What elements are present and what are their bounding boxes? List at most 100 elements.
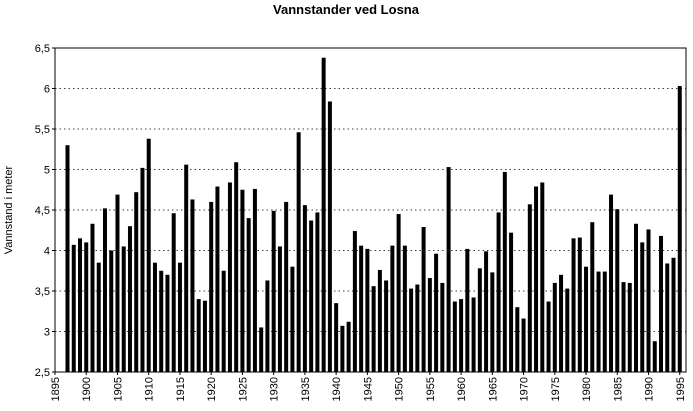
bar [309, 220, 314, 372]
bar [384, 280, 389, 372]
bar [552, 282, 557, 372]
x-tick-label: 1925 [237, 377, 249, 401]
y-tick-label: 6 [44, 84, 50, 96]
bar [152, 262, 157, 372]
y-tick-label: 2,5 [35, 367, 50, 379]
bar [634, 223, 639, 372]
bar [327, 101, 332, 373]
bar [565, 288, 570, 372]
y-tick-label: 5 [44, 165, 50, 177]
x-tick-label: 1990 [644, 377, 656, 401]
bar [571, 238, 576, 372]
bar [590, 222, 595, 372]
y-axis-label: Vannstand i meter [3, 165, 15, 254]
bar [234, 162, 239, 372]
bar [627, 282, 632, 372]
bar [346, 321, 351, 372]
x-tick-label: 1905 [112, 377, 124, 401]
x-tick-label: 1975 [550, 377, 562, 401]
bar [477, 268, 482, 372]
bar [490, 272, 495, 372]
bar [540, 182, 545, 372]
bar [671, 257, 676, 372]
bar [515, 307, 520, 372]
x-tick-label: 1985 [612, 377, 624, 401]
x-tick-label: 1915 [175, 377, 187, 401]
bar [71, 244, 76, 372]
bar [159, 270, 164, 372]
bar [102, 208, 107, 372]
bar [127, 226, 132, 372]
bar [227, 182, 232, 372]
bar [484, 251, 489, 372]
bar [534, 186, 539, 372]
bar [334, 303, 339, 372]
bar [115, 194, 120, 372]
bar [502, 171, 507, 372]
bar [402, 245, 407, 372]
bar [140, 167, 145, 372]
bar [371, 286, 376, 372]
bar [121, 246, 126, 372]
bar [202, 300, 207, 372]
bar [259, 327, 264, 372]
bar [184, 164, 189, 372]
bar [584, 266, 589, 372]
bar [377, 269, 382, 372]
bar [465, 248, 470, 372]
bar [171, 213, 176, 372]
x-tick-label: 1930 [269, 377, 281, 401]
bar [640, 242, 645, 372]
x-tick-label: 1960 [456, 377, 468, 401]
bar [677, 86, 682, 372]
y-tick-label: 5,5 [35, 124, 50, 136]
bar [602, 271, 607, 372]
bar [434, 253, 439, 372]
bar [177, 262, 182, 372]
bar [615, 209, 620, 372]
bar [521, 318, 526, 372]
bar [302, 205, 307, 372]
bar [252, 188, 257, 372]
y-tick-label: 4 [44, 246, 50, 258]
bar [559, 274, 564, 372]
bar [609, 194, 614, 372]
bar [65, 145, 70, 372]
bar [134, 192, 139, 372]
bar [221, 270, 226, 372]
bar [596, 271, 601, 372]
x-tick-label: 1935 [300, 377, 312, 401]
bar [665, 263, 670, 372]
bar [427, 278, 432, 372]
bar [365, 248, 370, 372]
bar [340, 325, 345, 372]
bar [621, 282, 626, 372]
bar [84, 242, 89, 372]
bar [209, 201, 214, 372]
bar [277, 246, 282, 372]
bar [196, 299, 201, 372]
x-tick-label: 1995 [675, 377, 687, 401]
x-tick-label: 1965 [487, 377, 499, 401]
x-tick-label: 1945 [362, 377, 374, 401]
bar [265, 280, 270, 372]
bar [527, 204, 532, 372]
y-tick-label: 4,5 [35, 205, 50, 217]
bar [409, 288, 414, 372]
bar [321, 57, 326, 372]
bar [290, 266, 295, 372]
bar [359, 245, 364, 372]
x-tick-label: 1950 [394, 377, 406, 401]
bar [459, 299, 464, 372]
chart-title: Vannstander ved Losna [273, 2, 420, 17]
bar [165, 274, 170, 372]
bar [496, 212, 501, 372]
bar [246, 218, 251, 372]
bar [440, 282, 445, 372]
bar [296, 132, 301, 372]
bar [415, 284, 420, 372]
bar [652, 341, 657, 372]
x-tick-label: 1955 [425, 377, 437, 401]
y-tick-label: 6,5 [35, 43, 50, 55]
bar [471, 297, 476, 372]
